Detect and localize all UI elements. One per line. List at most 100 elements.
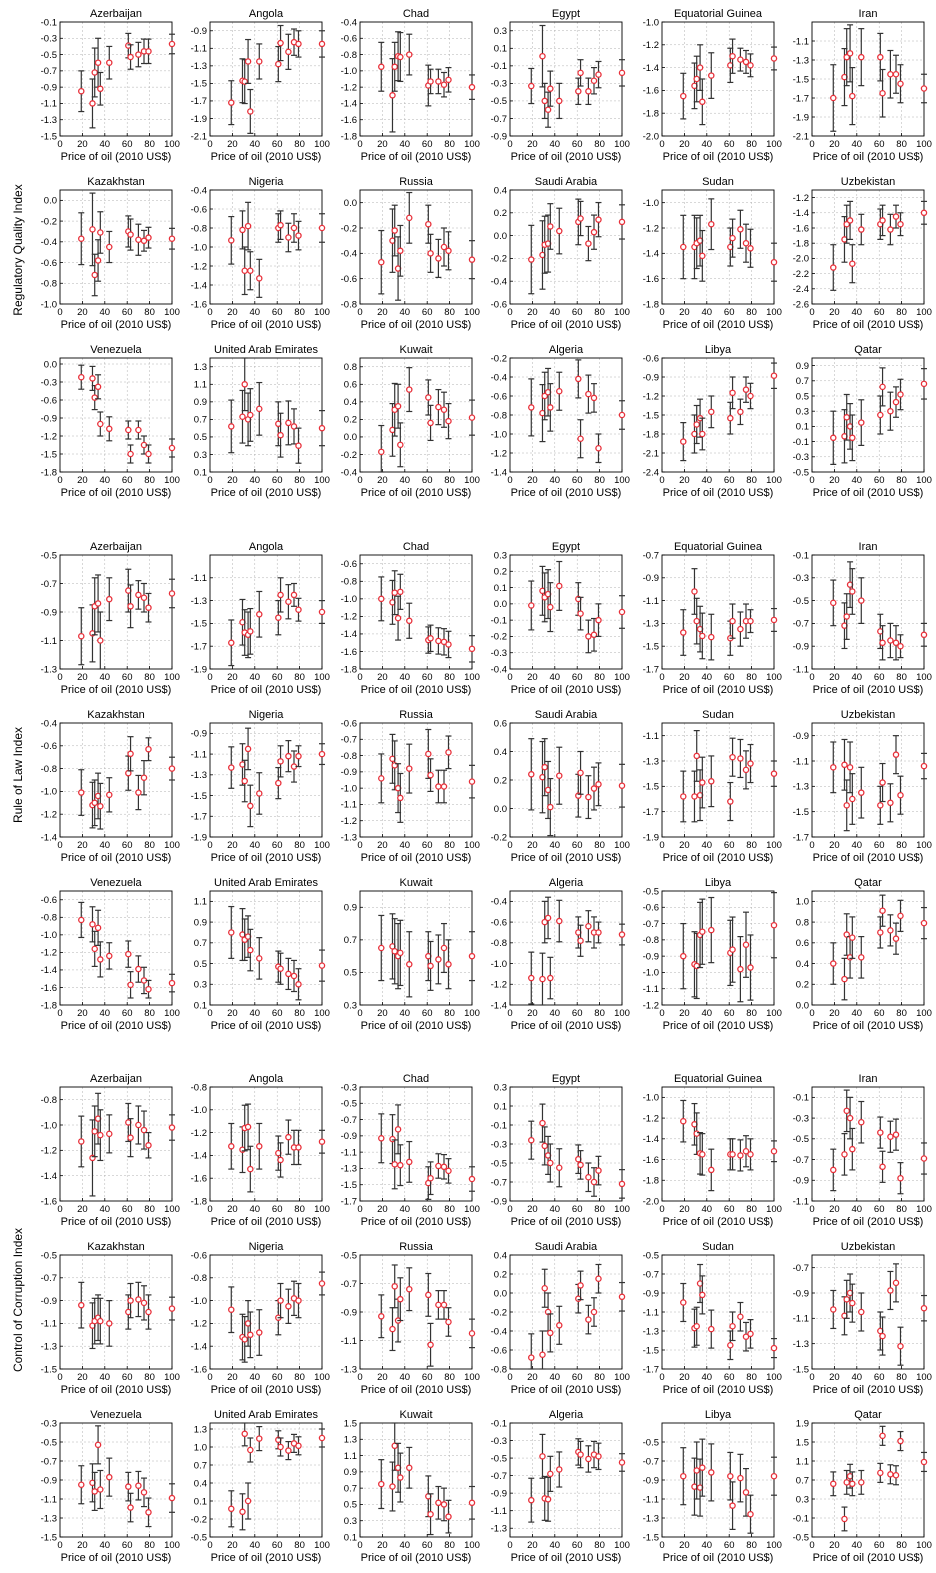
data-point: [680, 1472, 687, 1480]
panel-title: Qatar: [854, 877, 882, 889]
data-point: [247, 267, 254, 274]
data-point: [680, 1299, 687, 1306]
data-point: [241, 381, 248, 388]
y-tick-label: -0.9: [41, 1475, 57, 1486]
x-tick-label: 100: [164, 840, 180, 851]
x-tick-label: 60: [874, 307, 885, 318]
data-point: [391, 1283, 398, 1290]
x-tick-label: 100: [766, 1008, 782, 1019]
data-point: [135, 591, 142, 599]
y-tick-label: -0.9: [793, 1176, 809, 1187]
x-tick-label: 40: [852, 1372, 863, 1383]
y-tick-label: -1.5: [643, 642, 659, 653]
panel-title: Kazakhstan: [87, 176, 144, 188]
x-tick-label: 0: [507, 139, 512, 150]
data-point: [397, 247, 404, 255]
plot-frame: [811, 1254, 925, 1370]
group-label-control-of-corruption: Control of Corruption Index: [11, 1228, 25, 1372]
y-tick-label: -0.8: [191, 223, 207, 234]
x-tick-label: 20: [377, 672, 388, 683]
x-tick-label: 100: [464, 475, 480, 486]
data-point: [247, 411, 254, 419]
data-point: [595, 444, 602, 452]
data-point: [78, 235, 85, 242]
x-tick-label: 60: [724, 672, 735, 683]
data-point: [590, 631, 598, 639]
y-tick-label: -0.9: [41, 607, 57, 618]
x-tick-label: 0: [357, 840, 362, 851]
x-tick-label: 0: [57, 672, 62, 683]
data-point: [770, 1472, 778, 1480]
data-point: [135, 236, 142, 243]
y-tick-label: 1.0: [796, 897, 809, 908]
x-tick-label: 40: [550, 840, 561, 851]
panel-title: Chad: [403, 1073, 429, 1085]
data-point: [877, 1469, 884, 1477]
y-tick-label: -1.0: [341, 66, 357, 77]
data-point: [168, 1494, 176, 1502]
data-point: [858, 419, 865, 426]
x-axis-label: Price of oil (2010 US$): [663, 1552, 774, 1564]
data-point: [78, 916, 85, 924]
data-point: [849, 795, 856, 803]
data-point: [97, 1131, 104, 1139]
data-point: [693, 1467, 700, 1474]
group-label-regulatory-quality: Regulatory Quality Index: [11, 184, 25, 315]
data-point: [577, 769, 584, 777]
y-tick-label: -0.1: [491, 61, 507, 72]
data-point: [168, 40, 176, 48]
data-point: [541, 763, 548, 771]
plot-frame: [811, 554, 925, 670]
data-point: [228, 1306, 235, 1313]
data-point: [858, 226, 865, 233]
x-tick-label: 40: [100, 139, 111, 150]
x-tick-label: 100: [614, 475, 630, 486]
panel-title: Kuwait: [399, 877, 432, 889]
plot-frame: [509, 1422, 623, 1538]
y-tick-label: 0.3: [194, 450, 207, 461]
data-point: [378, 1313, 385, 1320]
y-tick-label: 0.9: [344, 1467, 357, 1478]
y-tick-label: -0.2: [341, 450, 357, 461]
x-tick-label: 40: [852, 672, 863, 683]
y-tick-label: -0.5: [793, 1532, 809, 1543]
y-tick-label: -1.0: [643, 17, 659, 28]
data-point: [618, 608, 626, 616]
x-tick-label: 40: [400, 307, 411, 318]
x-tick-label: 40: [100, 840, 111, 851]
data-point: [228, 764, 235, 771]
plot-frame: [59, 21, 173, 137]
data-point: [440, 1501, 448, 1508]
data-point: [729, 52, 736, 60]
data-point: [440, 1301, 448, 1309]
x-tick-label: 40: [250, 1204, 261, 1215]
x-tick-label: 40: [400, 139, 411, 150]
data-point: [295, 442, 302, 449]
x-tick-label: 0: [659, 1204, 664, 1215]
data-point: [528, 404, 535, 411]
data-point: [887, 71, 894, 78]
panel-title: Equatorial Guinea: [674, 8, 763, 20]
data-point: [577, 69, 584, 77]
x-tick-label: 80: [746, 1204, 757, 1215]
y-tick-label: -0.3: [793, 452, 809, 463]
x-tick-label: 20: [829, 1204, 840, 1215]
x-tick-label: 80: [444, 1008, 455, 1019]
x-tick-label: 0: [809, 307, 814, 318]
x-tick-label: 0: [659, 1540, 664, 1551]
data-point: [89, 921, 96, 928]
x-tick-label: 100: [164, 139, 180, 150]
y-tick-label: -0.5: [793, 596, 809, 607]
data-point: [742, 941, 750, 948]
x-tick-label: 40: [100, 307, 111, 318]
x-tick-label: 100: [164, 1372, 180, 1383]
y-tick-label: -1.4: [41, 965, 57, 976]
data-point: [595, 929, 602, 936]
data-point: [94, 924, 102, 932]
data-point: [78, 1481, 85, 1489]
data-point: [397, 1474, 404, 1481]
x-tick-label: 80: [746, 1008, 757, 1019]
